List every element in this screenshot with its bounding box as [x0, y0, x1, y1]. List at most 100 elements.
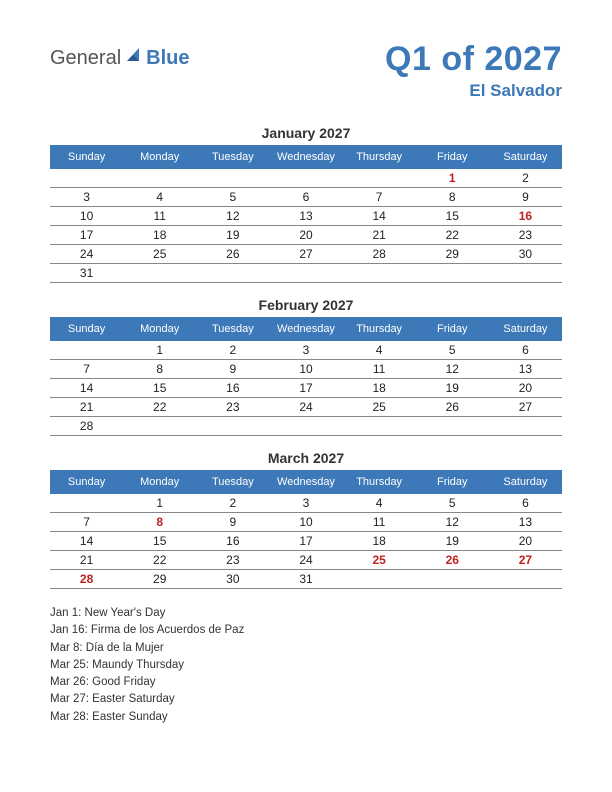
- calendar-cell: 7: [50, 513, 123, 532]
- calendar-cell: 26: [196, 245, 269, 264]
- calendar-cell: 2: [196, 340, 269, 360]
- calendar-cell: [50, 340, 123, 360]
- calendar-row: 14151617181920: [50, 379, 562, 398]
- calendar-cell: 29: [123, 570, 196, 589]
- calendar-cell: 12: [416, 513, 489, 532]
- calendar-cell: [416, 570, 489, 589]
- calendar-cell: [416, 417, 489, 436]
- calendar-row: 12: [50, 168, 562, 188]
- calendar-cell: 22: [416, 226, 489, 245]
- holiday-item: Mar 25: Maundy Thursday: [50, 657, 562, 674]
- header: General Blue Q1 of 2027 El Salvador: [50, 40, 562, 101]
- calendar-cell: 27: [489, 398, 562, 417]
- holiday-item: Mar 28: Easter Sunday: [50, 709, 562, 726]
- calendar-cell: [123, 264, 196, 283]
- calendar-cell: 9: [489, 188, 562, 207]
- calendar-cell: [196, 417, 269, 436]
- calendar-cell: 1: [123, 340, 196, 360]
- holiday-list: Jan 1: New Year's DayJan 16: Firma de lo…: [50, 605, 562, 726]
- logo-sail-icon: [125, 46, 143, 70]
- calendar-row: 24252627282930: [50, 245, 562, 264]
- calendar-row: 31: [50, 264, 562, 283]
- calendar-cell: [343, 417, 416, 436]
- page-subtitle: El Salvador: [385, 81, 562, 101]
- calendar-cell: 4: [123, 188, 196, 207]
- calendar-cell: 13: [489, 360, 562, 379]
- calendar-cell: 18: [343, 532, 416, 551]
- day-header: Wednesday: [269, 146, 342, 168]
- calendar-cell: 12: [196, 207, 269, 226]
- calendar-row: 28: [50, 417, 562, 436]
- calendar-cell: 5: [196, 188, 269, 207]
- calendar-cell: 20: [269, 226, 342, 245]
- calendar-cell: 13: [269, 207, 342, 226]
- calendar-cell: 19: [416, 532, 489, 551]
- day-header: Friday: [416, 146, 489, 168]
- month-name: March 2027: [50, 450, 562, 466]
- calendar-cell: 9: [196, 360, 269, 379]
- calendar-cell: 6: [269, 188, 342, 207]
- holiday-item: Mar 8: Día de la Mujer: [50, 640, 562, 657]
- calendar-cell: 17: [269, 532, 342, 551]
- calendar-cell: [343, 570, 416, 589]
- month-name: February 2027: [50, 297, 562, 313]
- calendar-cell: 15: [123, 379, 196, 398]
- day-header: Thursday: [343, 318, 416, 340]
- page-title: Q1 of 2027: [385, 40, 562, 79]
- calendar-cell: [50, 493, 123, 513]
- calendar-cell: 7: [50, 360, 123, 379]
- logo: General Blue: [50, 40, 190, 70]
- day-header: Wednesday: [269, 471, 342, 493]
- calendar-cell: 24: [50, 245, 123, 264]
- calendar-cell: 23: [196, 398, 269, 417]
- logo-text-blue: Blue: [146, 47, 189, 70]
- calendar-cell: 28: [50, 417, 123, 436]
- calendar-cell: 21: [50, 551, 123, 570]
- calendar-cell: 20: [489, 379, 562, 398]
- calendar-cell: 11: [123, 207, 196, 226]
- calendar-cell: 8: [123, 360, 196, 379]
- calendar-cell: 16: [489, 207, 562, 226]
- calendar-cell: [343, 264, 416, 283]
- calendar-cell: 2: [489, 168, 562, 188]
- calendar-cell: [343, 168, 416, 188]
- calendar-cell: 11: [343, 513, 416, 532]
- calendar-cell: 25: [343, 398, 416, 417]
- day-header: Tuesday: [196, 146, 269, 168]
- calendar-cell: 18: [343, 379, 416, 398]
- day-header: Sunday: [50, 471, 123, 493]
- calendar-cell: 30: [489, 245, 562, 264]
- calendar-row: 21222324252627: [50, 551, 562, 570]
- day-header: Saturday: [489, 146, 562, 168]
- calendar-cell: 23: [196, 551, 269, 570]
- day-header: Wednesday: [269, 318, 342, 340]
- day-header: Monday: [123, 471, 196, 493]
- calendar-row: 123456: [50, 493, 562, 513]
- calendar-cell: 14: [50, 532, 123, 551]
- calendar-row: 14151617181920: [50, 532, 562, 551]
- calendar-cell: 10: [269, 513, 342, 532]
- calendar-cell: 26: [416, 551, 489, 570]
- calendar-cell: 16: [196, 379, 269, 398]
- calendar-cell: 23: [489, 226, 562, 245]
- calendar-cell: [489, 264, 562, 283]
- day-header: Saturday: [489, 471, 562, 493]
- calendar-table: SundayMondayTuesdayWednesdayThursdayFrid…: [50, 145, 562, 283]
- calendar-cell: 10: [50, 207, 123, 226]
- calendar-cell: 30: [196, 570, 269, 589]
- calendar-cell: 3: [269, 340, 342, 360]
- calendar-cell: [123, 168, 196, 188]
- day-header: Friday: [416, 318, 489, 340]
- calendar-cell: [50, 168, 123, 188]
- calendar-cell: 22: [123, 398, 196, 417]
- calendar-cell: 14: [343, 207, 416, 226]
- month-block: March 2027SundayMondayTuesdayWednesdayTh…: [50, 450, 562, 589]
- calendar-row: 17181920212223: [50, 226, 562, 245]
- calendar-cell: 6: [489, 493, 562, 513]
- calendar-cell: 28: [343, 245, 416, 264]
- calendar-cell: [269, 264, 342, 283]
- logo-text-general: General: [50, 47, 121, 70]
- day-header: Monday: [123, 146, 196, 168]
- calendar-cell: [196, 168, 269, 188]
- calendar-cell: 7: [343, 188, 416, 207]
